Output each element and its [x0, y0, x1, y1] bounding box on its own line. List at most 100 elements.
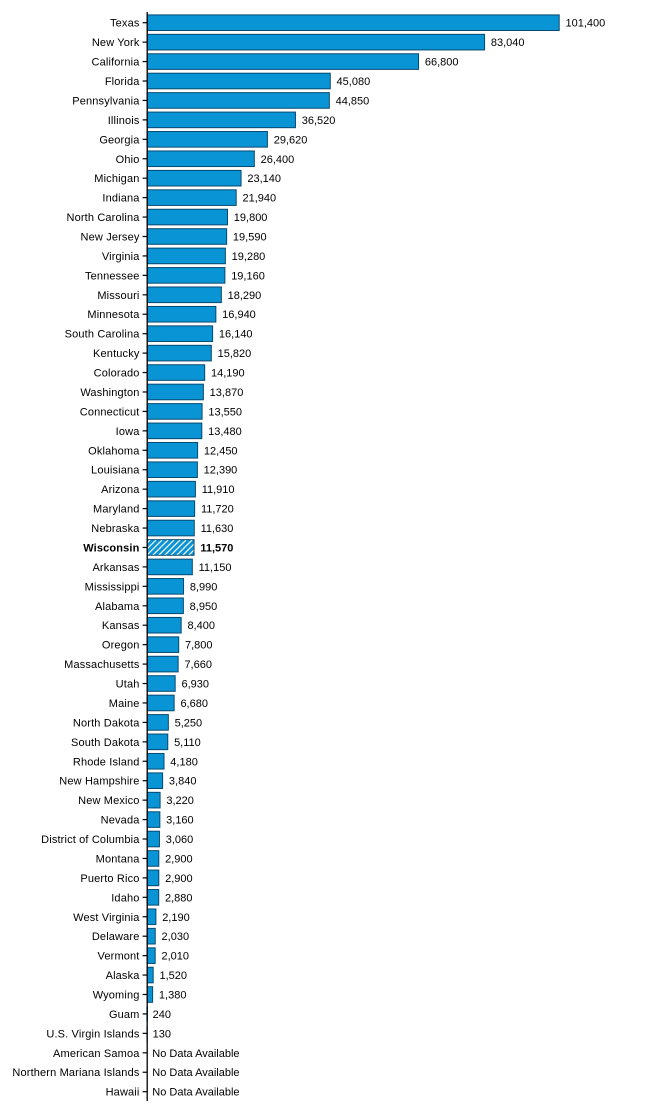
svg-text:8,400: 8,400 — [187, 620, 215, 632]
svg-text:Connecticut: Connecticut — [80, 406, 140, 418]
svg-text:Kansas: Kansas — [102, 620, 140, 632]
svg-text:Hawaii: Hawaii — [106, 1087, 140, 1099]
svg-text:19,280: 19,280 — [232, 251, 266, 263]
svg-text:6,930: 6,930 — [181, 679, 209, 691]
svg-text:South Carolina: South Carolina — [65, 329, 141, 341]
svg-text:130: 130 — [153, 1028, 171, 1040]
svg-text:2,880: 2,880 — [165, 892, 193, 904]
svg-text:7,800: 7,800 — [185, 640, 213, 652]
svg-text:16,140: 16,140 — [219, 329, 253, 341]
svg-text:Missouri: Missouri — [97, 290, 139, 302]
svg-text:3,060: 3,060 — [166, 834, 194, 846]
svg-text:Maryland: Maryland — [93, 504, 139, 516]
svg-text:11,720: 11,720 — [201, 504, 234, 516]
svg-text:8,990: 8,990 — [190, 581, 218, 593]
svg-text:Oregon: Oregon — [102, 640, 140, 652]
svg-text:29,620: 29,620 — [274, 134, 308, 146]
svg-text:13,550: 13,550 — [208, 406, 242, 418]
svg-text:Guam: Guam — [109, 1009, 140, 1021]
svg-text:36,520: 36,520 — [302, 115, 336, 127]
svg-text:3,160: 3,160 — [166, 815, 194, 827]
svg-text:Maine: Maine — [109, 698, 140, 710]
svg-text:Ohio: Ohio — [116, 154, 140, 166]
svg-text:Virginia: Virginia — [102, 251, 140, 263]
svg-text:Illinois: Illinois — [108, 115, 140, 127]
svg-text:13,870: 13,870 — [210, 387, 244, 399]
svg-text:2,900: 2,900 — [165, 853, 193, 865]
svg-text:New Jersey: New Jersey — [81, 232, 140, 244]
svg-text:2,030: 2,030 — [162, 931, 190, 943]
svg-text:7,660: 7,660 — [184, 659, 212, 671]
svg-text:Tennessee: Tennessee — [85, 270, 140, 282]
svg-text:Vermont: Vermont — [97, 951, 139, 963]
svg-text:Indiana: Indiana — [102, 193, 140, 205]
svg-text:North Dakota: North Dakota — [73, 717, 140, 729]
svg-text:New Hampshire: New Hampshire — [59, 776, 139, 788]
svg-text:Wyoming: Wyoming — [93, 990, 140, 1002]
svg-text:3,220: 3,220 — [166, 795, 194, 807]
svg-text:5,250: 5,250 — [175, 717, 203, 729]
svg-text:West Virginia: West Virginia — [73, 912, 140, 924]
svg-text:Louisiana: Louisiana — [91, 465, 140, 477]
svg-text:Minnesota: Minnesota — [87, 309, 140, 321]
svg-text:11,630: 11,630 — [201, 523, 234, 535]
svg-text:Arkansas: Arkansas — [92, 562, 139, 574]
svg-text:19,160: 19,160 — [231, 270, 265, 282]
svg-text:North Carolina: North Carolina — [66, 212, 140, 224]
svg-text:California: California — [92, 57, 141, 69]
svg-text:101,400: 101,400 — [565, 18, 605, 30]
svg-text:Oklahoma: Oklahoma — [88, 445, 140, 457]
svg-text:Texas: Texas — [110, 18, 140, 30]
svg-text:Colorado: Colorado — [94, 368, 140, 380]
svg-text:2,900: 2,900 — [165, 873, 193, 885]
svg-text:26,400: 26,400 — [261, 154, 295, 166]
svg-text:Montana: Montana — [96, 853, 141, 865]
svg-text:4,180: 4,180 — [170, 756, 198, 768]
svg-text:Florida: Florida — [105, 76, 140, 88]
svg-text:Utah: Utah — [116, 679, 140, 691]
svg-text:3,840: 3,840 — [169, 776, 197, 788]
svg-text:Nevada: Nevada — [101, 815, 141, 827]
svg-text:66,800: 66,800 — [425, 57, 459, 69]
svg-text:Delaware: Delaware — [92, 931, 140, 943]
svg-text:U.S. Virgin Islands: U.S. Virgin Islands — [46, 1028, 139, 1040]
svg-text:19,800: 19,800 — [234, 212, 268, 224]
svg-text:11,570: 11,570 — [200, 542, 233, 554]
svg-text:Mississippi: Mississippi — [85, 581, 140, 593]
svg-text:13,480: 13,480 — [208, 426, 242, 438]
svg-text:11,150: 11,150 — [199, 562, 232, 574]
svg-text:Puerto Rico: Puerto Rico — [80, 873, 139, 885]
svg-text:Nebraska: Nebraska — [91, 523, 140, 535]
svg-text:23,140: 23,140 — [247, 173, 281, 185]
svg-text:45,080: 45,080 — [337, 76, 371, 88]
svg-text:Northern Mariana Islands: Northern Mariana Islands — [12, 1067, 139, 1079]
svg-text:15,820: 15,820 — [218, 348, 252, 360]
svg-text:14,190: 14,190 — [211, 368, 245, 380]
svg-text:44,850: 44,850 — [336, 95, 370, 107]
svg-text:12,390: 12,390 — [204, 465, 238, 477]
svg-text:19,590: 19,590 — [233, 232, 267, 244]
svg-text:Wisconsin: Wisconsin — [83, 542, 139, 554]
svg-text:21,940: 21,940 — [242, 193, 276, 205]
svg-text:No Data Available: No Data Available — [152, 1087, 239, 1099]
svg-text:18,290: 18,290 — [228, 290, 262, 302]
svg-text:5,110: 5,110 — [174, 737, 201, 749]
svg-text:11,910: 11,910 — [202, 484, 235, 496]
svg-text:Pennsylvania: Pennsylvania — [72, 95, 140, 107]
svg-text:8,950: 8,950 — [190, 601, 218, 613]
svg-text:Kentucky: Kentucky — [93, 348, 140, 360]
svg-text:New York: New York — [92, 37, 140, 49]
svg-text:No Data Available: No Data Available — [152, 1067, 239, 1079]
svg-text:83,040: 83,040 — [491, 37, 525, 49]
svg-text:Iowa: Iowa — [116, 426, 141, 438]
svg-text:American Samoa: American Samoa — [53, 1048, 140, 1060]
svg-text:16,940: 16,940 — [222, 309, 256, 321]
svg-text:2,010: 2,010 — [161, 951, 189, 963]
svg-text:No Data Available: No Data Available — [152, 1048, 239, 1060]
svg-text:Massachusetts: Massachusetts — [64, 659, 140, 671]
svg-text:Alabama: Alabama — [95, 601, 140, 613]
svg-text:Michigan: Michigan — [94, 173, 139, 185]
svg-text:1,520: 1,520 — [159, 970, 187, 982]
svg-text:South Dakota: South Dakota — [71, 737, 140, 749]
svg-text:2,190: 2,190 — [162, 912, 190, 924]
